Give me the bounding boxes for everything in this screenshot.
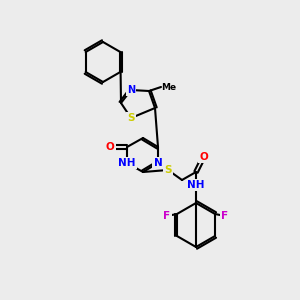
Text: S: S <box>164 165 172 175</box>
Text: N: N <box>154 158 162 168</box>
Text: S: S <box>127 113 135 123</box>
Text: O: O <box>200 152 208 162</box>
Text: O: O <box>106 142 114 152</box>
Text: NH: NH <box>118 158 136 168</box>
Text: F: F <box>164 211 170 221</box>
Text: F: F <box>221 211 229 221</box>
Text: Me: Me <box>161 82 176 91</box>
Text: N: N <box>127 85 135 95</box>
Text: NH: NH <box>187 180 205 190</box>
